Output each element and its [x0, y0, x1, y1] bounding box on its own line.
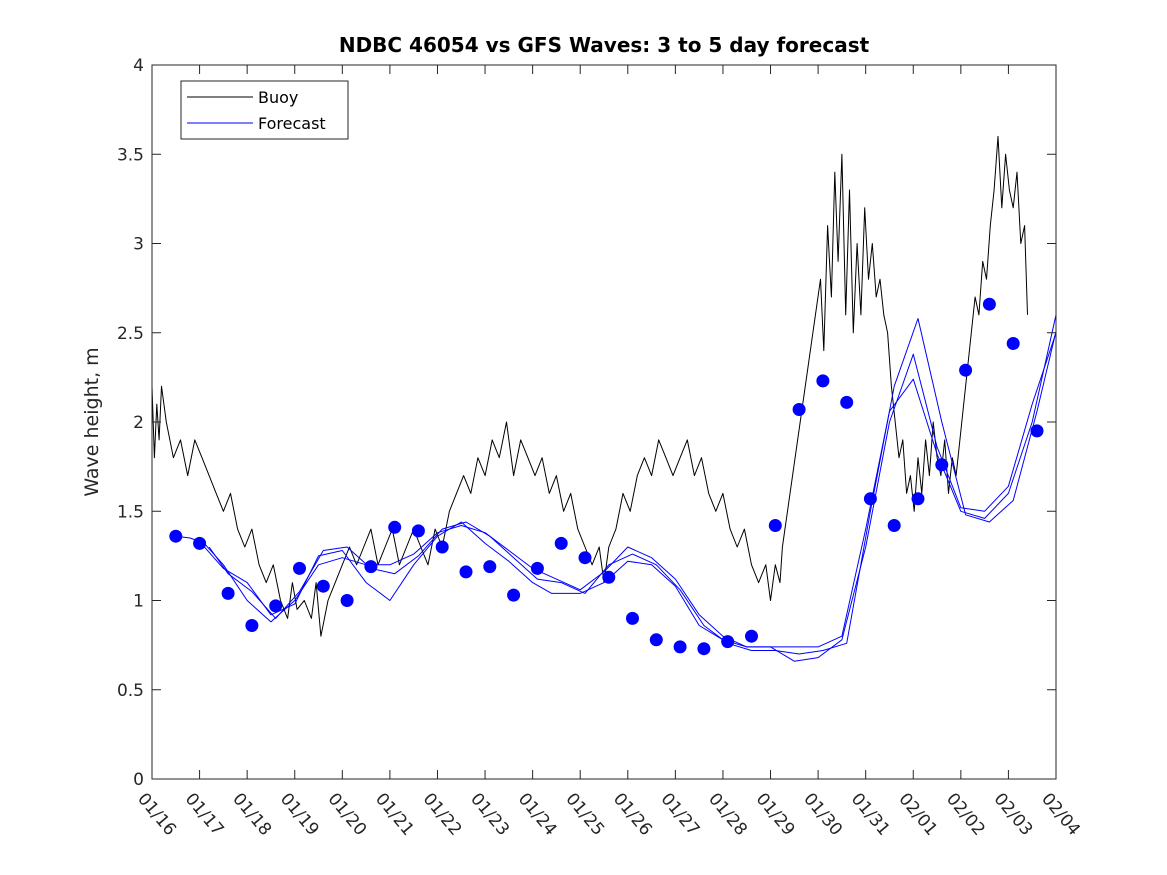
- y-tick-label: 3: [133, 235, 144, 255]
- forecast-marker: [840, 395, 854, 409]
- forecast-marker: [578, 551, 592, 565]
- forecast-marker: [745, 629, 758, 643]
- forecast-marker: [435, 540, 449, 554]
- legend: Buoy Forecast: [180, 80, 349, 140]
- forecast-marker: [193, 536, 207, 550]
- forecast-marker: [721, 635, 735, 649]
- y-tick-label: 0.5: [117, 681, 144, 701]
- forecast-marker: [768, 519, 782, 532]
- forecast-marker: [673, 640, 687, 654]
- forecast-marker: [863, 492, 877, 506]
- forecast-marker: [649, 633, 663, 647]
- forecast-marker: [911, 492, 925, 506]
- forecast-series-line-2: [208, 318, 1056, 655]
- forecast-marker: [411, 524, 425, 538]
- y-tick-label: 0: [133, 770, 144, 790]
- y-tick-label: 3.5: [117, 145, 144, 165]
- series-layer: [152, 135, 1056, 662]
- forecast-marker: [293, 561, 306, 575]
- forecast-marker: [245, 619, 259, 632]
- forecast-marker: [982, 297, 996, 311]
- forecast-marker: [887, 519, 901, 532]
- forecast-marker: [388, 520, 402, 534]
- forecast-marker: [1006, 337, 1020, 350]
- axes-background: [152, 65, 1056, 779]
- forecast-marker: [483, 560, 497, 574]
- legend-box: [180, 80, 349, 140]
- forecast-marker: [316, 579, 330, 593]
- y-tick-label: 1: [133, 592, 144, 612]
- forecast-marker: [1030, 424, 1044, 438]
- forecast-marker: [169, 529, 183, 543]
- forecast-marker: [530, 561, 544, 575]
- forecast-marker: [221, 586, 235, 600]
- legend-label-forecast: Forecast: [258, 114, 326, 133]
- forecast-marker: [507, 588, 521, 602]
- marker-layer: [169, 297, 1044, 656]
- forecast-marker: [364, 560, 378, 574]
- forecast-marker: [340, 594, 354, 607]
- y-tick-label: 2: [133, 413, 144, 433]
- forecast-marker: [269, 599, 283, 613]
- forecast-marker: [959, 363, 973, 377]
- chart-title: NDBC 46054 vs GFS Waves: 3 to 5 day fore…: [339, 33, 870, 57]
- forecast-marker: [697, 642, 711, 656]
- y-tick-label: 4: [133, 56, 144, 76]
- forecast-marker: [626, 611, 639, 625]
- forecast-marker: [792, 403, 806, 416]
- y-axis-label: Wave height, m: [81, 347, 103, 496]
- y-tick-label: 2.5: [117, 324, 144, 344]
- forecast-marker: [554, 536, 568, 550]
- y-tick-label: 1.5: [117, 502, 144, 522]
- forecast-marker: [816, 374, 830, 388]
- forecast-marker: [602, 570, 616, 584]
- forecast-marker: [459, 565, 473, 579]
- forecast-series-line-3: [199, 331, 1056, 662]
- legend-label-buoy: Buoy: [258, 88, 298, 107]
- forecast-marker: [935, 458, 949, 472]
